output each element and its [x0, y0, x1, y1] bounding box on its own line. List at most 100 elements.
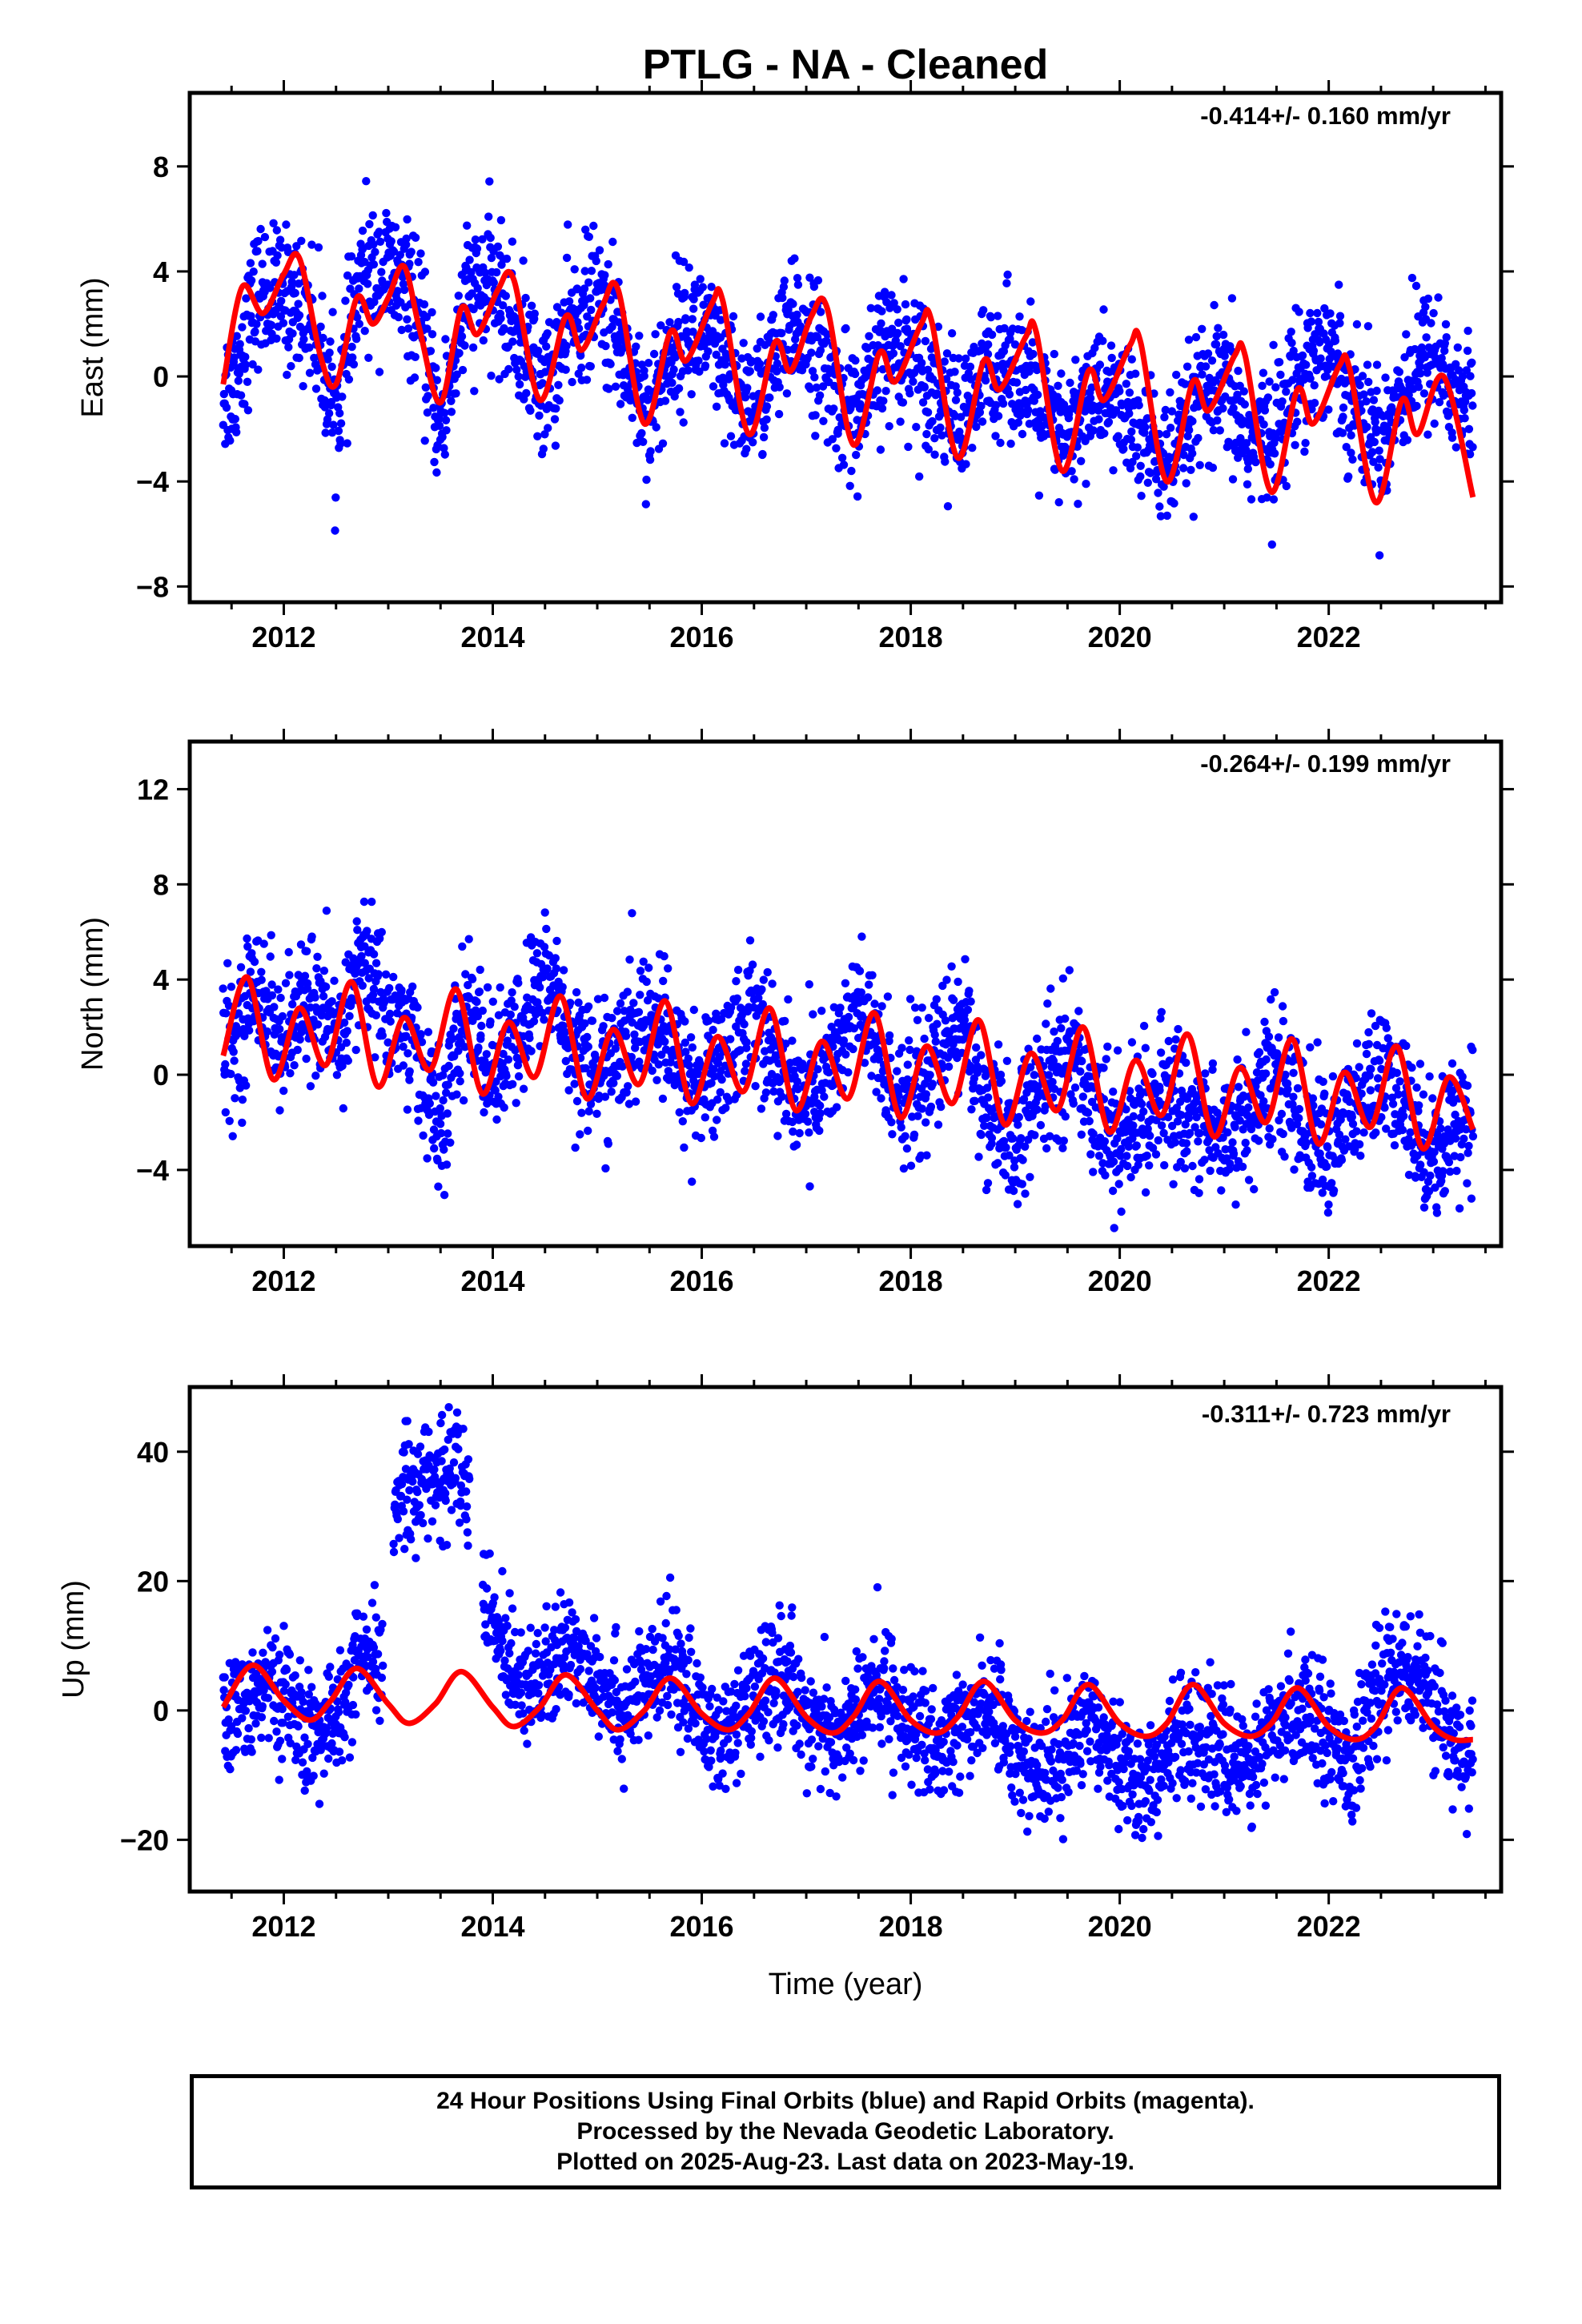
east-data-point — [1024, 405, 1033, 415]
north-data-point — [540, 908, 549, 917]
east-data-point — [759, 432, 769, 442]
east-data-point — [489, 278, 498, 287]
east-data-point — [1362, 397, 1371, 406]
north-data-point — [1261, 1069, 1271, 1078]
east-data-point — [457, 332, 467, 341]
north-data-point — [378, 1031, 387, 1040]
east-data-point — [600, 271, 609, 279]
east-data-point — [1447, 433, 1457, 442]
north-data-point — [278, 1011, 287, 1021]
north-data-point — [1009, 1186, 1018, 1196]
east-data-point — [1363, 423, 1371, 432]
east-data-point — [996, 438, 1005, 448]
north-data-point — [230, 1056, 239, 1065]
north-data-point — [967, 1105, 976, 1114]
east-data-point — [684, 366, 693, 375]
north-data-point — [1316, 1120, 1326, 1129]
east-data-point — [368, 211, 377, 220]
east-data-point — [1137, 492, 1146, 501]
east-data-point — [1189, 513, 1199, 521]
east-data-point — [721, 360, 729, 369]
east-data-point — [1166, 424, 1175, 432]
east-data-point — [226, 436, 235, 445]
east-data-point — [950, 368, 959, 376]
north-data-point — [558, 983, 567, 991]
east-data-point — [595, 246, 604, 255]
east-data-point — [360, 327, 369, 336]
east-data-point — [1429, 308, 1438, 318]
east-data-point — [391, 223, 400, 231]
north-data-point — [1058, 1144, 1067, 1152]
east-data-point — [279, 319, 288, 328]
north-data-point — [903, 1075, 912, 1084]
north-data-point — [1295, 1104, 1304, 1114]
north-data-point — [636, 991, 644, 999]
east-data-point — [235, 369, 243, 378]
east-data-point — [928, 416, 937, 426]
north-data-point — [458, 942, 467, 951]
north-data-point — [223, 959, 232, 968]
east-data-point — [291, 288, 299, 298]
east-data-point — [1460, 414, 1469, 423]
east-data-point — [1265, 377, 1274, 386]
north-data-point — [574, 998, 583, 1007]
east-data-point — [314, 243, 323, 252]
east-data-point — [1098, 336, 1107, 345]
north-data-point — [815, 1101, 825, 1110]
north-data-point — [571, 1143, 580, 1152]
north-data-point — [474, 1043, 483, 1052]
east-data-point — [420, 300, 429, 309]
north-data-point — [1126, 1172, 1135, 1182]
north-data-point — [1078, 1092, 1088, 1101]
north-data-point — [432, 1092, 440, 1100]
east-data-point — [375, 237, 385, 246]
east-x-tick-label: 2012 — [251, 621, 315, 653]
north-data-point — [801, 1109, 810, 1119]
east-data-point — [539, 444, 548, 453]
east-data-point — [235, 340, 244, 348]
east-data-point — [780, 276, 789, 285]
north-data-point — [761, 1088, 771, 1097]
north-data-point — [225, 1116, 234, 1126]
east-data-point — [1464, 326, 1472, 336]
north-data-point — [1070, 1083, 1080, 1092]
east-data-point — [1240, 400, 1250, 409]
east-data-point — [324, 409, 334, 418]
north-data-point — [788, 1036, 797, 1045]
north-data-point — [1074, 1007, 1083, 1015]
east-data-point — [853, 416, 861, 424]
east-data-point — [424, 392, 432, 400]
north-data-point — [717, 1075, 726, 1084]
north-data-point — [1188, 1161, 1197, 1171]
east-data-point — [1269, 495, 1279, 504]
east-data-point — [828, 435, 837, 444]
north-data-point — [1094, 1152, 1104, 1160]
east-data-point — [1109, 466, 1118, 475]
east-data-point — [452, 370, 461, 379]
north-data-point — [476, 965, 484, 975]
north-data-point — [1139, 1021, 1149, 1031]
east-data-point — [699, 300, 708, 309]
east-data-point — [492, 267, 501, 277]
north-data-point — [1182, 1058, 1191, 1068]
north-data-point — [836, 1003, 845, 1012]
north-data-point — [1206, 1166, 1215, 1176]
north-data-point — [508, 1080, 517, 1089]
north-data-point — [697, 1133, 705, 1143]
east-data-point — [432, 364, 440, 372]
east-data-point — [881, 387, 890, 396]
east-data-point — [1028, 338, 1038, 347]
east-data-point — [527, 301, 536, 310]
north-data-point — [1086, 1150, 1095, 1159]
east-data-point — [299, 382, 307, 391]
east-data-point — [924, 444, 934, 454]
east-data-point — [1170, 499, 1178, 508]
east-data-point — [589, 221, 598, 231]
north-data-point — [405, 1067, 414, 1076]
east-data-point — [1395, 368, 1404, 376]
east-data-point — [1363, 322, 1373, 331]
east-data-point — [252, 320, 261, 328]
east-data-point — [1208, 463, 1218, 472]
east-data-point — [1146, 468, 1155, 477]
east-data-point — [1309, 346, 1319, 356]
